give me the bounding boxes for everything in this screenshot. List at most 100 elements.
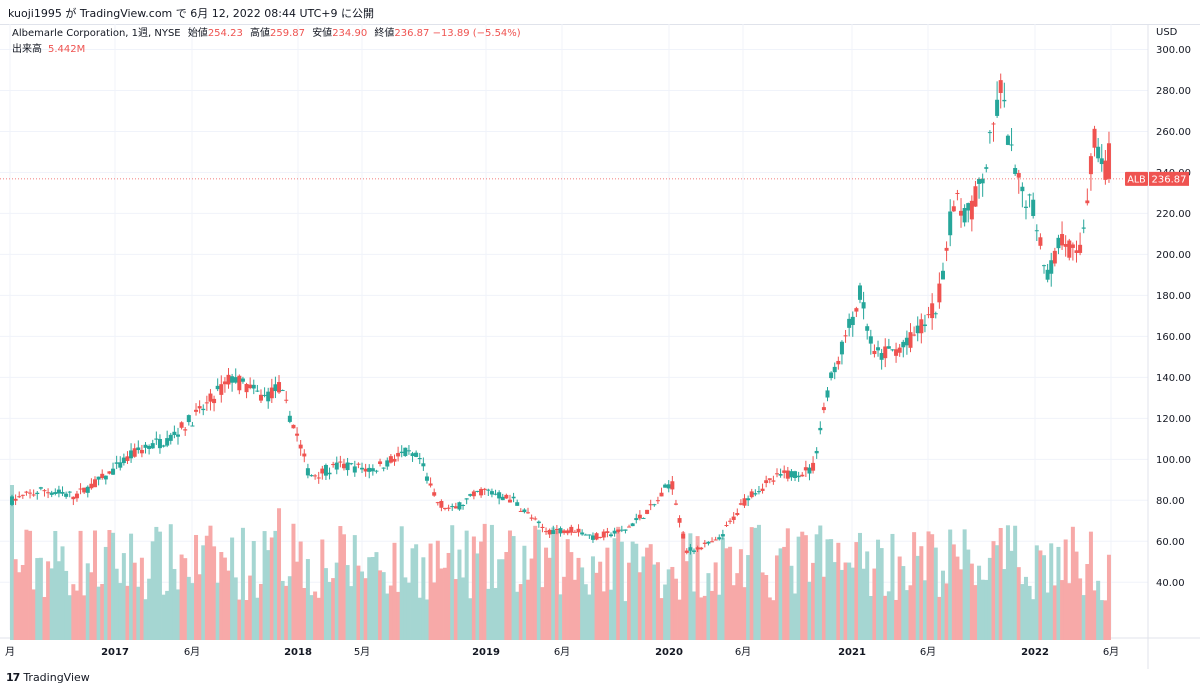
candle-body bbox=[836, 360, 841, 365]
volume-bar bbox=[710, 590, 715, 640]
volume-bar bbox=[403, 577, 408, 640]
volume-bar bbox=[673, 578, 678, 640]
candle-body bbox=[143, 444, 148, 448]
volume-bar bbox=[399, 526, 404, 640]
price-tick-label: 220.00 bbox=[1156, 209, 1191, 220]
volume-bar bbox=[872, 568, 877, 640]
price-tick-label: 180.00 bbox=[1156, 291, 1191, 302]
candle-body bbox=[969, 200, 974, 220]
volume-bar bbox=[659, 598, 664, 640]
candle-body bbox=[417, 458, 422, 460]
candle-body bbox=[85, 486, 90, 493]
volume-bar bbox=[53, 530, 58, 640]
candle-body bbox=[933, 313, 938, 315]
candle-body bbox=[706, 541, 711, 544]
volume-bar bbox=[1063, 539, 1068, 640]
candle-body bbox=[540, 526, 545, 529]
volume-bar bbox=[850, 567, 855, 640]
volume-bar bbox=[590, 556, 595, 640]
volume-bar bbox=[814, 534, 819, 640]
volume-bar bbox=[1031, 599, 1036, 640]
volume-bar bbox=[753, 527, 758, 640]
volume-bar bbox=[42, 596, 47, 640]
volume-bar bbox=[360, 571, 365, 640]
volume-bar bbox=[154, 526, 159, 640]
candle-body bbox=[482, 488, 487, 490]
candle-body bbox=[179, 422, 184, 428]
volume-bar bbox=[374, 552, 379, 640]
volume-bar bbox=[237, 599, 242, 640]
time-tick-label: 6月 bbox=[920, 646, 936, 658]
candle-body bbox=[338, 461, 343, 463]
volume-bar bbox=[111, 532, 116, 640]
volume-bar bbox=[1038, 550, 1043, 640]
candle-body bbox=[746, 498, 751, 501]
candle-body bbox=[114, 462, 119, 464]
candle-body bbox=[1085, 200, 1090, 204]
volume-bar bbox=[1070, 526, 1075, 640]
candle-body bbox=[295, 433, 300, 436]
candle-body bbox=[576, 528, 581, 533]
volume-bar bbox=[175, 589, 180, 640]
candle-body bbox=[630, 523, 635, 527]
volume-bar bbox=[627, 562, 632, 640]
candle-body bbox=[684, 550, 689, 553]
volume-bar bbox=[179, 554, 184, 640]
candle-body bbox=[616, 529, 621, 532]
volume-bar bbox=[60, 546, 65, 640]
volume-bar bbox=[295, 561, 300, 640]
volume-bar bbox=[136, 586, 141, 640]
volume-bar bbox=[706, 573, 711, 640]
candle-body bbox=[302, 453, 307, 457]
candle-body bbox=[670, 481, 675, 490]
candle-body bbox=[1106, 143, 1111, 179]
candle-body bbox=[186, 415, 191, 423]
top-bar: kuoji1995 が TradingView.com で 6月 12, 202… bbox=[0, 0, 1200, 25]
candle-body bbox=[742, 498, 747, 506]
candle-body bbox=[370, 468, 375, 472]
volume-bar bbox=[959, 569, 964, 640]
volume-bar bbox=[1023, 576, 1028, 640]
volume-bar bbox=[995, 545, 1000, 640]
candle-body bbox=[1081, 227, 1086, 229]
volume-bar bbox=[1056, 546, 1061, 640]
volume-bar bbox=[258, 583, 263, 640]
volume-bar bbox=[291, 523, 296, 640]
price-tick-label: 40.00 bbox=[1156, 578, 1185, 589]
volume-bar bbox=[479, 541, 484, 640]
volume-bar bbox=[735, 573, 740, 640]
price-tick-label: 260.00 bbox=[1156, 127, 1191, 138]
volume-bar bbox=[966, 549, 971, 640]
volume-bar bbox=[363, 578, 368, 640]
volume-bar bbox=[904, 590, 909, 640]
volume-bar bbox=[526, 579, 531, 640]
candle-body bbox=[843, 335, 848, 337]
volume-bar bbox=[630, 541, 635, 640]
volume-bar bbox=[482, 523, 487, 640]
candle-body bbox=[558, 528, 563, 534]
candle-body bbox=[601, 531, 606, 538]
tradingview-logo[interactable]: 17 TradingView bbox=[6, 669, 90, 685]
volume-bar bbox=[789, 565, 794, 640]
volume-bar bbox=[782, 546, 787, 640]
candle-body bbox=[991, 123, 996, 125]
volume-bar bbox=[468, 598, 473, 640]
candle-body bbox=[230, 376, 235, 383]
volume-bar bbox=[414, 544, 419, 640]
candle-body bbox=[533, 518, 538, 520]
price-chart[interactable]: 300.00280.00260.00240.00220.00200.00180.… bbox=[0, 24, 1200, 669]
volume-bar bbox=[103, 546, 108, 640]
volume-bar bbox=[92, 530, 97, 640]
volume-bar bbox=[583, 584, 588, 640]
volume-bar bbox=[764, 575, 769, 640]
candle-body bbox=[1034, 230, 1039, 232]
volume-bar bbox=[428, 543, 433, 640]
volume-bar bbox=[821, 576, 826, 640]
volume-bar bbox=[64, 570, 69, 640]
candle-body bbox=[756, 491, 761, 493]
tradingview-logo-icon: 17 bbox=[6, 670, 20, 684]
candle-body bbox=[612, 530, 617, 534]
symbol-line: Albemarle Corporation, 1週, NYSE bbox=[12, 28, 181, 39]
volume-bar bbox=[565, 539, 570, 640]
candle-body bbox=[1063, 243, 1068, 247]
